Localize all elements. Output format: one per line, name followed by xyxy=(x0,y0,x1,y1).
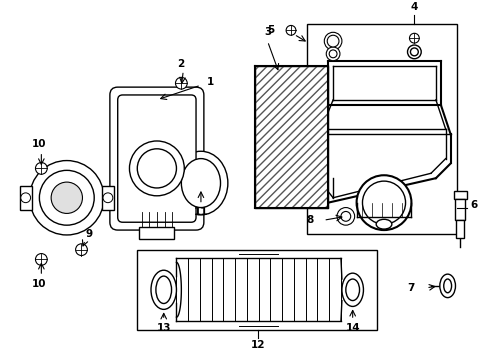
Ellipse shape xyxy=(181,159,220,208)
Circle shape xyxy=(76,244,87,256)
Circle shape xyxy=(356,175,410,230)
Circle shape xyxy=(285,26,295,35)
Bar xyxy=(455,220,463,238)
Ellipse shape xyxy=(345,279,359,301)
Circle shape xyxy=(137,149,176,188)
Circle shape xyxy=(340,211,350,221)
FancyBboxPatch shape xyxy=(118,95,196,222)
Text: 10: 10 xyxy=(32,279,46,289)
Circle shape xyxy=(325,47,339,61)
Circle shape xyxy=(36,253,47,265)
Text: 10: 10 xyxy=(32,139,46,149)
Circle shape xyxy=(409,48,417,56)
Circle shape xyxy=(51,182,82,213)
Circle shape xyxy=(362,181,405,224)
Text: 9: 9 xyxy=(85,229,93,239)
Bar xyxy=(20,186,32,210)
Ellipse shape xyxy=(443,279,450,293)
Text: 1: 1 xyxy=(206,77,214,87)
Text: 14: 14 xyxy=(345,323,359,333)
Bar xyxy=(454,199,464,220)
Circle shape xyxy=(129,141,184,196)
Text: 2: 2 xyxy=(176,59,183,69)
FancyBboxPatch shape xyxy=(110,87,203,230)
Circle shape xyxy=(175,77,187,89)
Ellipse shape xyxy=(341,273,363,306)
Ellipse shape xyxy=(156,276,171,303)
Text: 11: 11 xyxy=(193,207,208,217)
Circle shape xyxy=(103,193,113,203)
Bar xyxy=(452,191,466,199)
Circle shape xyxy=(326,35,338,47)
Bar xyxy=(102,186,114,210)
Circle shape xyxy=(36,162,47,174)
Bar xyxy=(137,249,376,330)
Text: 5: 5 xyxy=(266,25,274,35)
Circle shape xyxy=(40,170,94,225)
Text: 8: 8 xyxy=(305,215,313,225)
Ellipse shape xyxy=(375,219,391,229)
Text: 6: 6 xyxy=(469,199,476,210)
Bar xyxy=(254,66,327,208)
Ellipse shape xyxy=(151,270,176,309)
Circle shape xyxy=(407,45,420,59)
Text: 7: 7 xyxy=(406,283,413,293)
Circle shape xyxy=(30,161,104,235)
Text: 4: 4 xyxy=(410,2,417,12)
Text: 13: 13 xyxy=(156,323,171,333)
Bar xyxy=(254,66,327,208)
Text: 3: 3 xyxy=(264,27,270,37)
Text: 12: 12 xyxy=(250,339,264,350)
Circle shape xyxy=(324,32,341,50)
Circle shape xyxy=(408,33,418,43)
Bar xyxy=(306,24,456,234)
Bar xyxy=(139,227,174,239)
Ellipse shape xyxy=(439,274,454,298)
Circle shape xyxy=(21,193,31,203)
Circle shape xyxy=(336,208,354,225)
Ellipse shape xyxy=(174,151,227,215)
Circle shape xyxy=(328,50,336,58)
